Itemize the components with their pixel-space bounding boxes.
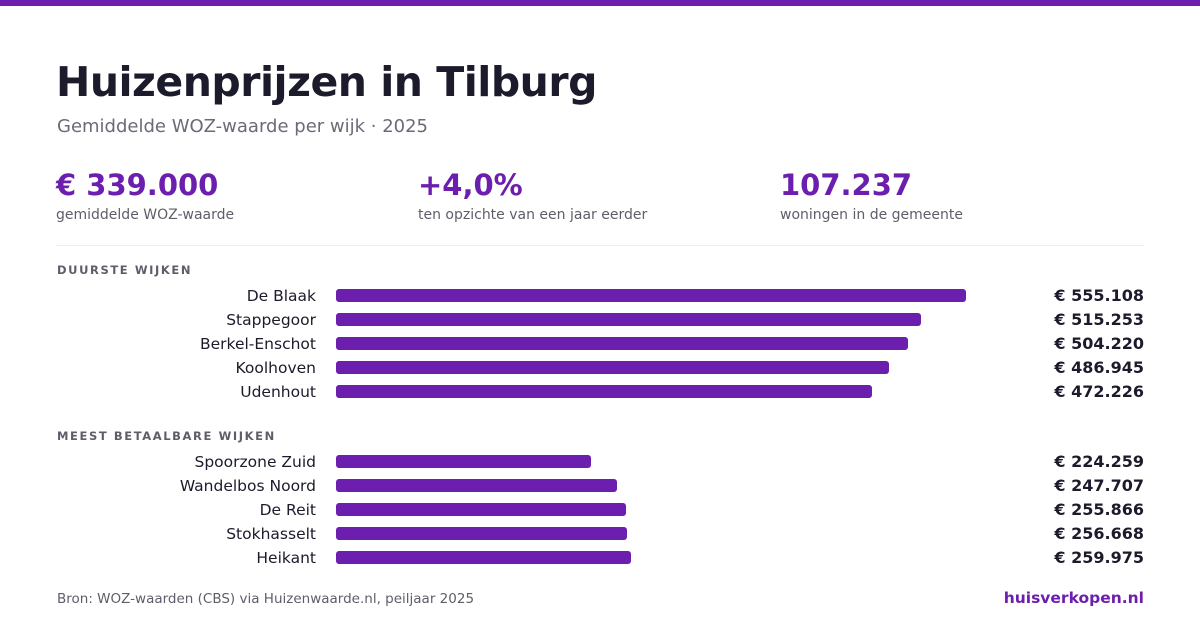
bar xyxy=(336,289,966,302)
bar-category-label: De Reit xyxy=(259,501,316,519)
bar-category-label: Heikant xyxy=(256,549,316,567)
stat-value: 107.237 xyxy=(780,168,913,202)
bar xyxy=(336,337,909,350)
stat-label: woningen in de gemeente xyxy=(780,207,963,223)
bar-value-label: € 486.945 xyxy=(1054,358,1144,377)
stat-label: gemiddelde WOZ-waarde xyxy=(56,207,235,223)
bar xyxy=(336,313,921,326)
bar xyxy=(336,551,632,564)
bar-value-label: € 515.253 xyxy=(1054,310,1144,329)
page-title: Huizenprijzen in Tilburg xyxy=(56,58,597,106)
bar-category-label: Wandelbos Noord xyxy=(179,477,316,495)
bar-row: Spoorzone Zuid € 224.259 xyxy=(0,450,1200,474)
bar xyxy=(336,455,591,468)
stat-yearly-change: +4,0% ten opzichte van een jaar eerder xyxy=(418,168,647,223)
bar-category-label: Koolhoven xyxy=(235,359,316,377)
bar-value-label: € 472.226 xyxy=(1054,382,1144,401)
brand-link[interactable]: huisverkopen.nl xyxy=(1003,589,1144,607)
source-note: Bron: WOZ-waarden (CBS) via Huizenwaarde… xyxy=(57,591,475,607)
bar-row: Heikant € 259.975 xyxy=(0,546,1200,570)
bar-category-label: Berkel-Enschot xyxy=(199,335,316,353)
bar-value-label: € 555.108 xyxy=(1054,286,1144,305)
bar-row: De Reit € 255.866 xyxy=(0,498,1200,522)
bar-row: Stappegoor € 515.253 xyxy=(0,308,1200,332)
bar-value-label: € 259.975 xyxy=(1054,548,1144,567)
divider xyxy=(56,245,1144,246)
bar-row: Berkel-Enschot € 504.220 xyxy=(0,332,1200,356)
bar-row: Koolhoven € 486.945 xyxy=(0,356,1200,380)
stat-label: ten opzichte van een jaar eerder xyxy=(418,207,648,223)
bar-category-label: De Blaak xyxy=(246,287,316,305)
bar-value-label: € 255.866 xyxy=(1054,500,1144,519)
bar xyxy=(336,503,627,516)
bar xyxy=(336,479,618,492)
page-subtitle: Gemiddelde WOZ-waarde per wijk · 2025 xyxy=(57,116,429,137)
bar xyxy=(336,527,628,540)
bar-category-label: Spoorzone Zuid xyxy=(194,453,316,471)
bar xyxy=(336,361,889,374)
bar xyxy=(336,385,872,398)
section-heading-most-expensive: DUURSTE WIJKEN xyxy=(57,263,193,277)
stat-housing-count: 107.237 woningen in de gemeente xyxy=(780,168,963,223)
bar-value-label: € 247.707 xyxy=(1054,476,1144,495)
bar-row: Udenhout € 472.226 xyxy=(0,380,1200,404)
bar-row: De Blaak € 555.108 xyxy=(0,284,1200,308)
stat-value: € 339.000 xyxy=(56,168,219,202)
top-accent-bar xyxy=(0,0,1200,6)
stat-average-value: € 339.000 gemiddelde WOZ-waarde xyxy=(56,168,234,223)
stat-value: +4,0% xyxy=(418,168,523,202)
bar-value-label: € 504.220 xyxy=(1054,334,1144,353)
section-heading-most-affordable: MEEST BETAALBARE WIJKEN xyxy=(57,429,276,443)
bar-value-label: € 224.259 xyxy=(1054,452,1144,471)
bar-row: Wandelbos Noord € 247.707 xyxy=(0,474,1200,498)
bar-row: Stokhasselt € 256.668 xyxy=(0,522,1200,546)
bar-category-label: Stokhasselt xyxy=(226,525,316,543)
bar-value-label: € 256.668 xyxy=(1054,524,1144,543)
bar-category-label: Stappegoor xyxy=(226,311,316,329)
bar-category-label: Udenhout xyxy=(240,383,316,401)
